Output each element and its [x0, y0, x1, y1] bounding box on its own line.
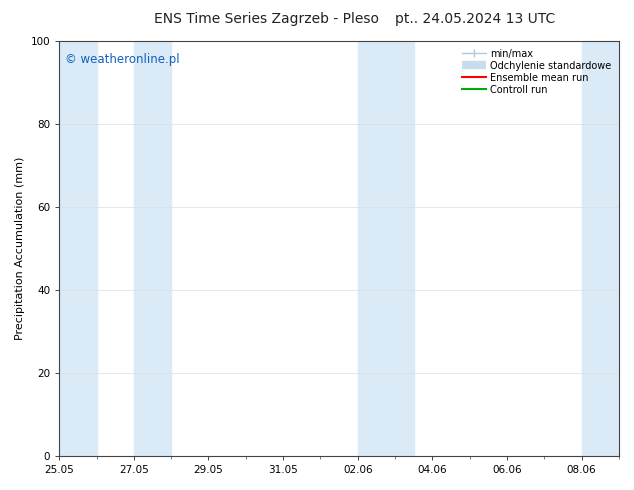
Y-axis label: Precipitation Accumulation (mm): Precipitation Accumulation (mm) [15, 157, 25, 340]
Bar [134, 41, 171, 456]
Bar [581, 41, 619, 456]
Legend: min/max, Odchylenie standardowe, Ensemble mean run, Controll run: min/max, Odchylenie standardowe, Ensembl… [459, 46, 614, 98]
Bar [358, 41, 414, 456]
Text: ENS Time Series Zagrzeb - Pleso: ENS Time Series Zagrzeb - Pleso [154, 12, 378, 26]
Text: © weatheronline.pl: © weatheronline.pl [65, 53, 179, 67]
Bar [59, 41, 96, 456]
Text: pt.. 24.05.2024 13 UTC: pt.. 24.05.2024 13 UTC [396, 12, 555, 26]
